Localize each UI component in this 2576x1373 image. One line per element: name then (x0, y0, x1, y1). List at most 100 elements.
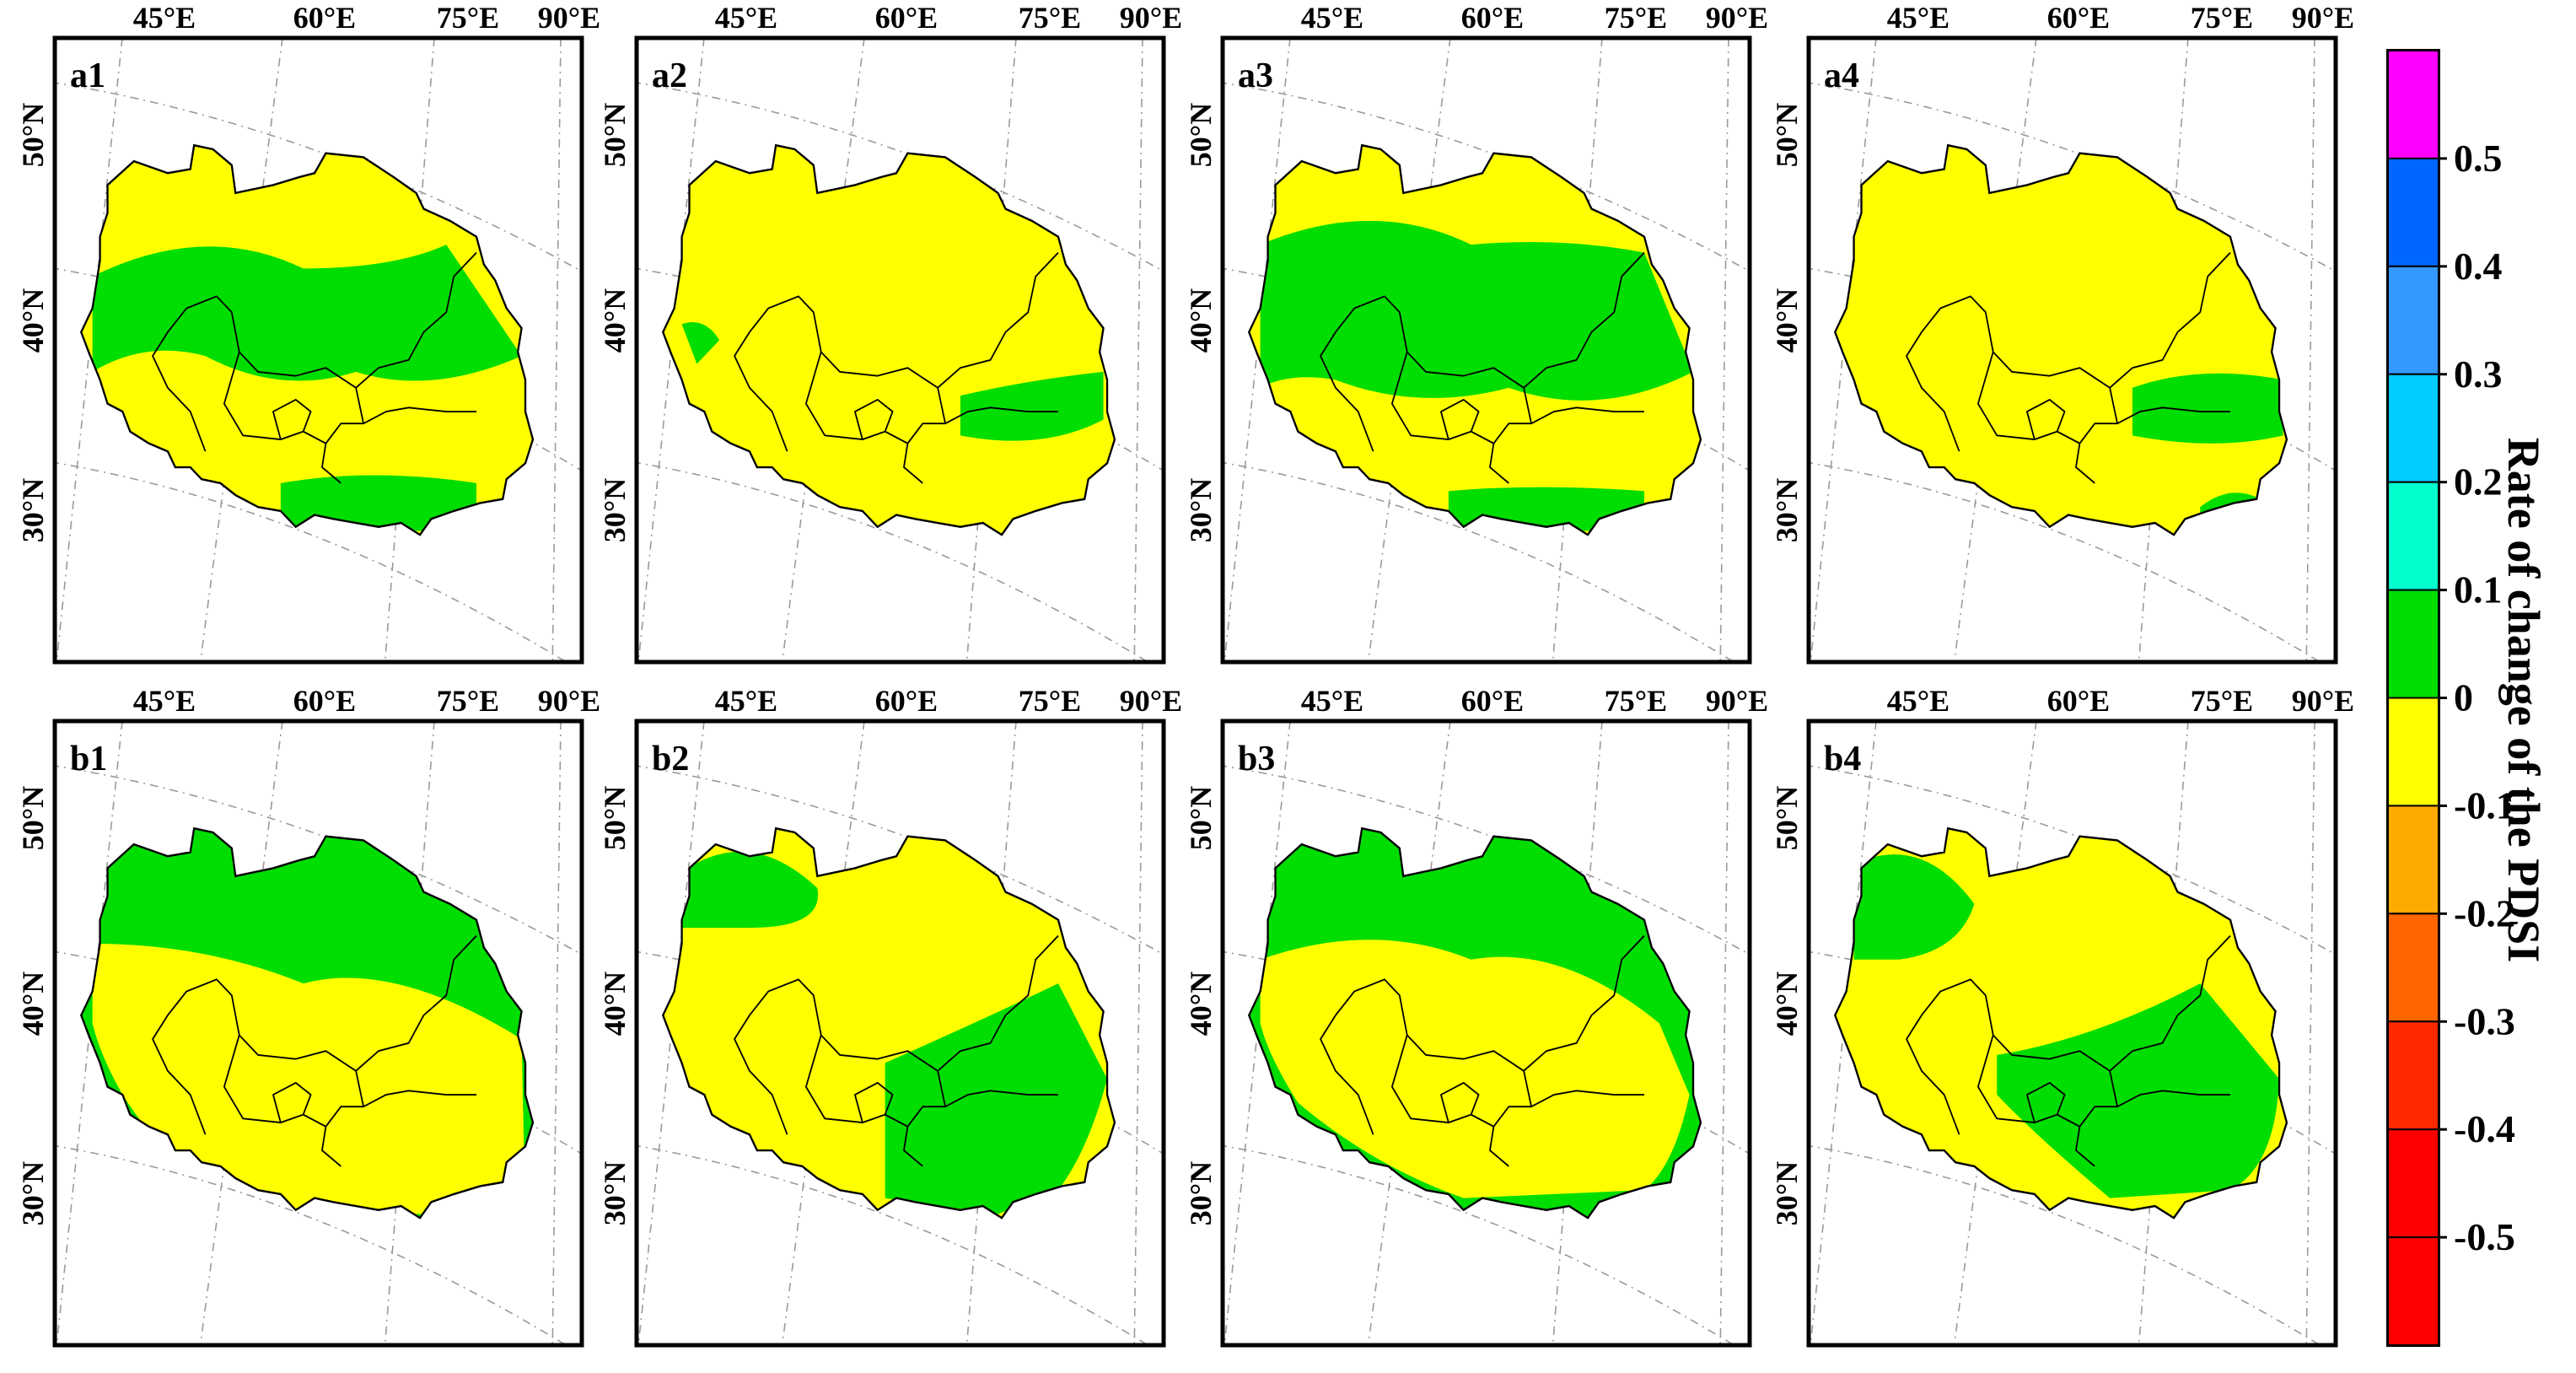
panel-label: a4 (1824, 57, 1859, 95)
panel-label: a2 (652, 57, 687, 95)
map-panel-a2: a2 45°E 60°E 75°E 90°E 50°N 40°N 30°N (598, 1, 1182, 665)
colorbar-bin (2387, 481, 2439, 591)
colorbar-bin (2387, 1020, 2439, 1131)
panel-frame (52, 35, 584, 665)
lon-tick-label: 90°E (1120, 1, 1182, 35)
map-panel-a1: a1 45°E 60°E 75°E 90°E 50°N 40°N 30°N (16, 1, 600, 665)
class-patch (1260, 940, 1690, 1198)
colorbar-bin (2387, 50, 2439, 159)
class-patch (681, 851, 819, 929)
lon-tick-label: 90°E (2292, 1, 2354, 35)
lon-tick-label: 90°E (538, 684, 600, 718)
lon-tick-label: 60°E (875, 1, 938, 35)
lat-tick-label: 30°N (598, 1161, 632, 1225)
colorbar-title: Rate of change of the PDSI (2498, 438, 2549, 962)
lon-tick-label: 60°E (293, 684, 356, 718)
lon-tick-label: 60°E (875, 684, 938, 718)
panel-label: b2 (652, 740, 689, 778)
map-panel-b2: b2 45°E 60°E 75°E 90°E 50°N 40°N 30°N (598, 684, 1182, 1348)
study-region (662, 827, 1116, 1220)
lat-tick-label: 50°N (1770, 103, 1804, 167)
colorbar-tick-label: -0.1 (2454, 783, 2515, 826)
colorbar-tick-label: 0.1 (2454, 568, 2503, 611)
class-patch (280, 475, 476, 531)
class-patch (1448, 487, 1644, 531)
class-patch (92, 245, 522, 381)
lon-tick-label: 60°E (1461, 1, 1524, 35)
study-region (80, 827, 535, 1220)
class-patch (1997, 983, 2280, 1198)
lon-tick-label: 75°E (437, 1, 499, 35)
lon-tick-label: 90°E (1120, 684, 1182, 718)
map-panel-b4: b4 45°E 60°E 75°E 90°E 50°N 40°N 30°N (1770, 684, 2354, 1348)
lat-tick-label: 30°N (598, 478, 632, 542)
colorbar-tick-label: -0.4 (2454, 1107, 2515, 1150)
lat-tick-label: 40°N (598, 972, 632, 1036)
colorbar: 0.5 0.4 0.3 0.2 0.1 0 -0.1 -0.2 -0.3 -0.4 -0.5 Rat… (2386, 49, 2549, 1347)
colorbar-bin (2387, 589, 2439, 699)
region-fill (1835, 145, 2287, 536)
colorbar-bin (2387, 805, 2439, 915)
study-region (1248, 144, 1702, 536)
colorbar-bin (2387, 697, 2439, 807)
colorbar-bin (2387, 373, 2439, 483)
colorbar-tick-label: -0.3 (2454, 999, 2515, 1042)
lat-tick-label: 30°N (1770, 478, 1804, 542)
class-patch (2132, 373, 2283, 444)
lon-tick-label: 75°E (1019, 684, 1081, 718)
lat-tick-label: 30°N (16, 478, 50, 542)
region-fill (663, 145, 1115, 536)
lat-tick-label: 30°N (1184, 478, 1218, 542)
lon-tick-label: 45°E (1887, 1, 1949, 35)
lat-tick-label: 30°N (1184, 1161, 1218, 1225)
lat-tick-label: 50°N (1184, 103, 1218, 167)
lon-tick-label: 90°E (1706, 684, 1768, 718)
graticule (637, 721, 1164, 1345)
map-panel-a4: a4 45°E 60°E 75°E 90°E 50°N 40°N 30°N (1770, 1, 2354, 665)
lat-tick-label: 40°N (1184, 972, 1218, 1036)
lon-tick-label: 45°E (133, 684, 196, 718)
colorbar-bin (2387, 157, 2439, 267)
colorbar-tick-label: 0.4 (2454, 245, 2503, 288)
class-patch (885, 983, 1108, 1214)
class-patch (960, 371, 1104, 441)
study-region (80, 144, 535, 536)
panel-label: b1 (70, 740, 107, 778)
panel-frame (1220, 35, 1752, 665)
lat-tick-label: 30°N (1770, 1161, 1804, 1225)
class-patch (92, 943, 526, 1214)
lon-tick-label: 45°E (715, 1, 777, 35)
study-region (1248, 827, 1702, 1220)
colorbar-tick-label: 0.5 (2454, 137, 2503, 180)
colorbar-tick-label: -0.2 (2454, 891, 2515, 934)
colorbar-bin (2387, 1128, 2439, 1239)
lon-tick-label: 60°E (2047, 684, 2110, 718)
lon-tick-label: 75°E (437, 684, 499, 718)
lat-tick-label: 40°N (1770, 972, 1804, 1036)
lat-tick-label: 50°N (1770, 786, 1804, 850)
colorbar-bin (2387, 1236, 2439, 1347)
lon-tick-label: 60°E (1461, 684, 1524, 718)
lon-tick-label: 75°E (1605, 684, 1667, 718)
colorbar-bin (2387, 265, 2439, 375)
lat-tick-label: 40°N (16, 972, 50, 1036)
map-panel-a3: a3 45°E 60°E 75°E 90°E 50°N 40°N 30°N (1184, 1, 1768, 665)
panel-frame (1806, 719, 2338, 1348)
colorbar-bin (2387, 913, 2439, 1023)
lat-tick-label: 50°N (16, 103, 50, 167)
panel-frame (1806, 35, 2338, 665)
lon-tick-label: 75°E (2191, 1, 2253, 35)
lon-tick-label: 45°E (1301, 1, 1363, 35)
panel-label: a3 (1238, 57, 1273, 95)
class-patch (1260, 220, 1694, 401)
map-panel-b3: b3 45°E 60°E 75°E 90°E 50°N 40°N 30°N (1184, 684, 1768, 1348)
colorbar-tick-label: 0.3 (2454, 353, 2503, 396)
colorbar-tick-label: 0 (2454, 676, 2473, 719)
study-region (1834, 144, 2288, 536)
study-region (662, 144, 1116, 536)
lon-tick-label: 45°E (1301, 684, 1363, 718)
lon-tick-label: 75°E (1605, 1, 1667, 35)
lon-tick-label: 90°E (538, 1, 600, 35)
lon-tick-label: 60°E (2047, 1, 2110, 35)
